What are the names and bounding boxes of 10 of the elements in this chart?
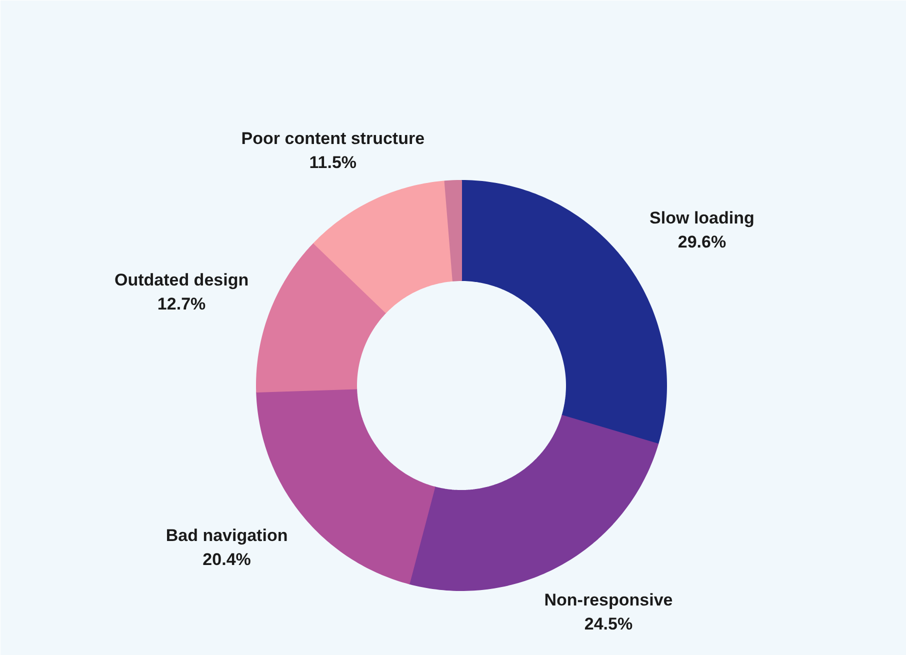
data-label: 11.5%	[309, 153, 357, 172]
data-label: 29.6%	[678, 232, 726, 252]
data-label: 20.4%	[202, 550, 251, 569]
slice-label: Bad navigation	[166, 526, 288, 545]
slice-label: Poor content structure	[241, 129, 425, 148]
slice-label: Outdated design	[114, 270, 249, 290]
data-label: 12.7%	[157, 294, 206, 314]
slice-label: Slow loading	[650, 208, 754, 228]
data-label: 24.5%	[584, 614, 633, 634]
slice-label: Non-responsive	[544, 590, 673, 610]
